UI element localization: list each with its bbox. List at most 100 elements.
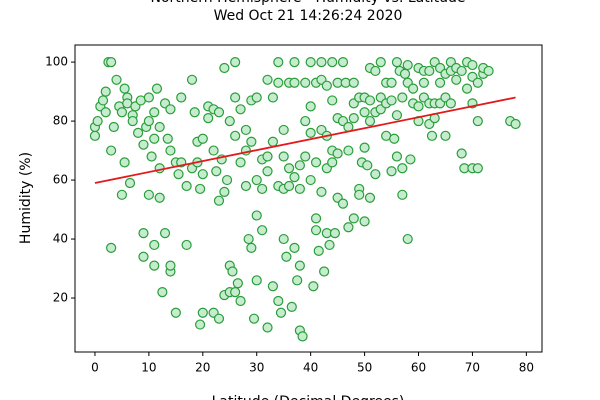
y-tick-label: 100 [45,55,68,69]
point [278,233,289,245]
point [424,65,435,77]
point [300,77,311,88]
point [151,83,163,94]
point [146,151,157,162]
point [257,225,268,236]
regression-line [94,96,516,184]
point [111,74,122,85]
point [305,57,316,68]
point [235,104,246,115]
point [308,281,319,292]
point [305,101,316,112]
point [224,115,235,127]
point [402,233,413,245]
y-axis-label: Humidity (%) [18,152,34,244]
point [116,189,128,200]
point [143,92,154,103]
x-tick-label: 0 [91,361,99,375]
point [305,174,316,186]
point [100,107,111,118]
point [106,242,117,253]
point [197,133,208,144]
point [208,145,219,156]
point [451,74,462,85]
point [278,151,289,162]
point [313,245,324,256]
point [149,133,160,144]
point [267,281,279,292]
point [257,183,268,195]
point [89,130,101,141]
point [154,192,165,203]
point [189,107,200,118]
point [275,307,287,318]
point [181,239,192,251]
point [413,101,424,112]
point [235,157,246,168]
point [389,133,400,144]
point [232,278,243,289]
point [364,192,376,203]
point [364,115,376,127]
point [106,145,117,156]
point [362,160,373,171]
point [418,77,430,88]
point [273,77,284,88]
point [143,115,154,127]
point [203,113,214,124]
point [316,186,327,197]
point [219,186,230,197]
point [348,113,359,124]
x-tick-label: 40 [303,361,318,375]
point [197,169,208,180]
point [343,222,354,233]
point [278,124,289,136]
x-tick-label: 10 [141,361,156,375]
point [461,83,473,94]
point [92,115,103,127]
point [337,198,349,209]
point [186,74,198,85]
point [119,157,130,168]
point [106,57,117,68]
point [230,57,241,68]
point [456,65,467,77]
point [359,107,370,118]
point [116,107,128,118]
point [154,163,165,174]
point [262,151,273,162]
point [267,92,279,103]
point [124,177,136,189]
point [483,65,494,77]
point [251,210,262,221]
point [332,148,343,159]
point [240,180,252,192]
point [445,98,456,109]
x-axis-label: Latitude (Decimal Degrees) [212,394,405,400]
point [364,95,376,106]
point [213,313,225,324]
point [173,169,184,180]
point [165,145,176,156]
point [391,151,403,162]
point [262,322,273,333]
point [221,174,233,186]
point [375,57,386,68]
point [246,242,257,253]
point [391,110,403,121]
point [230,130,241,141]
point [213,107,225,118]
point [327,157,338,168]
point [297,331,308,342]
point [391,57,403,68]
point [319,266,330,277]
point [289,77,300,88]
point [273,57,284,68]
point [251,92,262,103]
point [138,139,149,150]
point [240,124,252,136]
point [294,160,305,171]
point [294,260,305,271]
point [138,228,149,239]
x-tick-label: 20 [195,361,210,375]
